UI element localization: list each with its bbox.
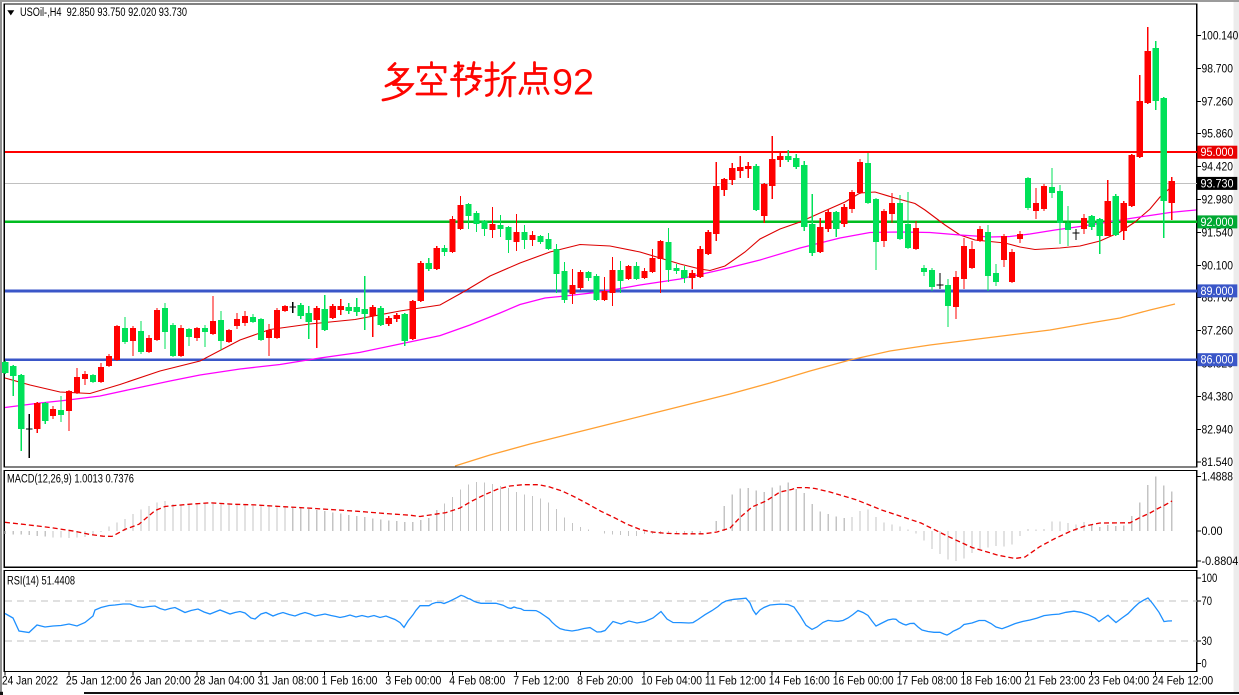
svg-text:11 Feb 12:00: 11 Feb 12:00 (705, 676, 766, 688)
svg-text:97.260: 97.260 (1202, 97, 1234, 109)
svg-text:25 Jan 12:00: 25 Jan 12:00 (66, 676, 127, 688)
svg-text:95.860: 95.860 (1202, 129, 1234, 141)
svg-text:RSI(14) 51.4408: RSI(14) 51.4408 (7, 576, 75, 588)
svg-text:100: 100 (1202, 573, 1218, 585)
svg-text:82.940: 82.940 (1202, 425, 1234, 437)
svg-text:MACD(12,26,9) 1.0013 0.7376: MACD(12,26,9) 1.0013 0.7376 (7, 474, 134, 486)
svg-text:94.420: 94.420 (1202, 162, 1234, 174)
svg-text:8 Feb 20:00: 8 Feb 20:00 (577, 676, 633, 688)
svg-text:70: 70 (1202, 596, 1213, 608)
svg-text:89.000: 89.000 (1201, 286, 1234, 298)
svg-text:24 Jan 2022: 24 Jan 2022 (2, 676, 58, 688)
svg-text:1.4888: 1.4888 (1202, 472, 1234, 484)
svg-text:84.380: 84.380 (1202, 392, 1234, 404)
svg-text:1 Feb 16:00: 1 Feb 16:00 (322, 676, 378, 688)
svg-text:31 Jan 08:00: 31 Jan 08:00 (258, 676, 319, 688)
svg-text:24 Feb 12:00: 24 Feb 12:00 (1152, 676, 1213, 688)
svg-text:17 Feb 08:00: 17 Feb 08:00 (897, 676, 958, 688)
svg-text:86.000: 86.000 (1201, 355, 1234, 367)
svg-text:14 Feb 16:00: 14 Feb 16:00 (769, 676, 830, 688)
svg-text:92.980: 92.980 (1202, 195, 1234, 207)
svg-text:USOil-,H4 92.850 93.750 92.02: USOil-,H4 92.850 93.750 92.020 93.730 (20, 7, 187, 19)
svg-text:3 Feb 00:00: 3 Feb 00:00 (385, 676, 441, 688)
svg-text:81.540: 81.540 (1202, 457, 1234, 469)
svg-text:0.00: 0.00 (1202, 526, 1223, 538)
svg-text:-0.8804: -0.8804 (1202, 556, 1239, 568)
svg-text:30: 30 (1202, 636, 1213, 648)
svg-text:10 Feb 04:00: 10 Feb 04:00 (641, 676, 702, 688)
svg-text:87.260: 87.260 (1202, 326, 1234, 338)
svg-text:90.100: 90.100 (1202, 261, 1234, 273)
svg-text:91.540: 91.540 (1202, 228, 1234, 240)
svg-text:4 Feb 08:00: 4 Feb 08:00 (449, 676, 505, 688)
svg-text:95.000: 95.000 (1201, 147, 1234, 159)
svg-text:16 Feb 00:00: 16 Feb 00:00 (833, 676, 894, 688)
svg-text:92: 92 (552, 62, 594, 103)
svg-text:93.730: 93.730 (1201, 178, 1234, 190)
svg-text:0: 0 (1202, 658, 1207, 670)
svg-text:23 Feb 04:00: 23 Feb 04:00 (1088, 676, 1149, 688)
svg-text:21 Feb 23:00: 21 Feb 23:00 (1024, 676, 1085, 688)
svg-text:7 Feb 12:00: 7 Feb 12:00 (513, 676, 569, 688)
svg-text:26 Jan 20:00: 26 Jan 20:00 (130, 676, 191, 688)
svg-text:28 Jan 04:00: 28 Jan 04:00 (194, 676, 255, 688)
svg-text:98.700: 98.700 (1202, 64, 1234, 76)
svg-text:18 Feb 16:00: 18 Feb 16:00 (961, 676, 1022, 688)
svg-text:92.000: 92.000 (1201, 217, 1234, 229)
svg-text:100.140: 100.140 (1202, 31, 1239, 43)
